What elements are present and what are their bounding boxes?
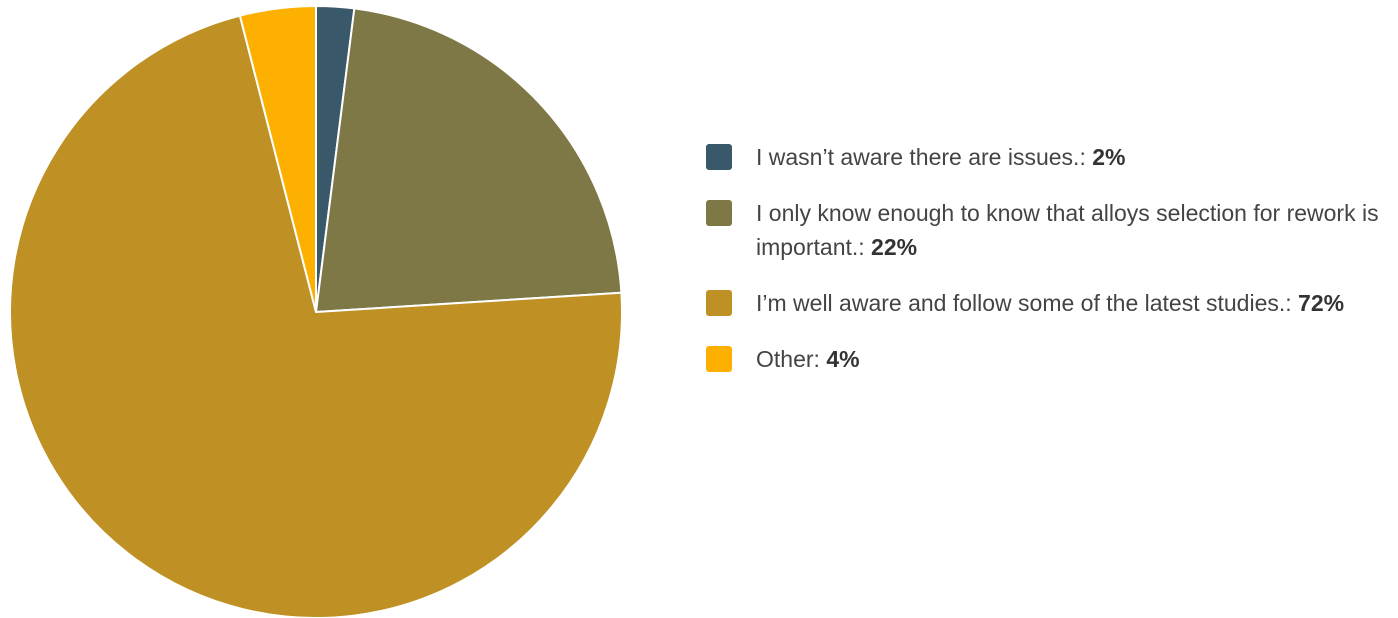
legend-text: I only know enough to know that alloys s… [756,200,1379,260]
legend-value: 2% [1092,144,1126,170]
legend-value: 4% [826,346,860,372]
pie-slice-well-aware [9,14,623,618]
legend-value: 22% [871,234,918,260]
legend-item-well-aware: I’m well aware and follow some of the la… [706,286,1386,320]
legend-text: I wasn’t aware there are issues.: 2% [756,144,1126,170]
legend-text: Other: 4% [756,346,860,372]
legend-label: I wasn’t aware there are issues. [756,144,1080,170]
legend-item-not-aware: I wasn’t aware there are issues.: 2% [706,140,1386,174]
pie-slice-know-enough [315,7,623,313]
legend-swatch-well-aware [706,290,732,316]
legend-label: I only know enough to know that alloys s… [756,200,1379,260]
legend-swatch-not-aware [706,144,732,170]
legend-swatch-other [706,346,732,372]
legend-item-other: Other: 4% [706,342,1386,376]
legend-swatch-know-enough [706,200,732,226]
legend-label: I’m well aware and follow some of the la… [756,290,1286,316]
chart-legend: I wasn’t aware there are issues.: 2% I o… [706,140,1386,398]
pie-chart [9,5,623,618]
pie-slice-other [238,5,317,313]
legend-item-know-enough: I only know enough to know that alloys s… [706,196,1386,264]
legend-label: Other [756,346,814,372]
legend-value: 72% [1298,290,1345,316]
legend-text: I’m well aware and follow some of the la… [756,290,1345,316]
